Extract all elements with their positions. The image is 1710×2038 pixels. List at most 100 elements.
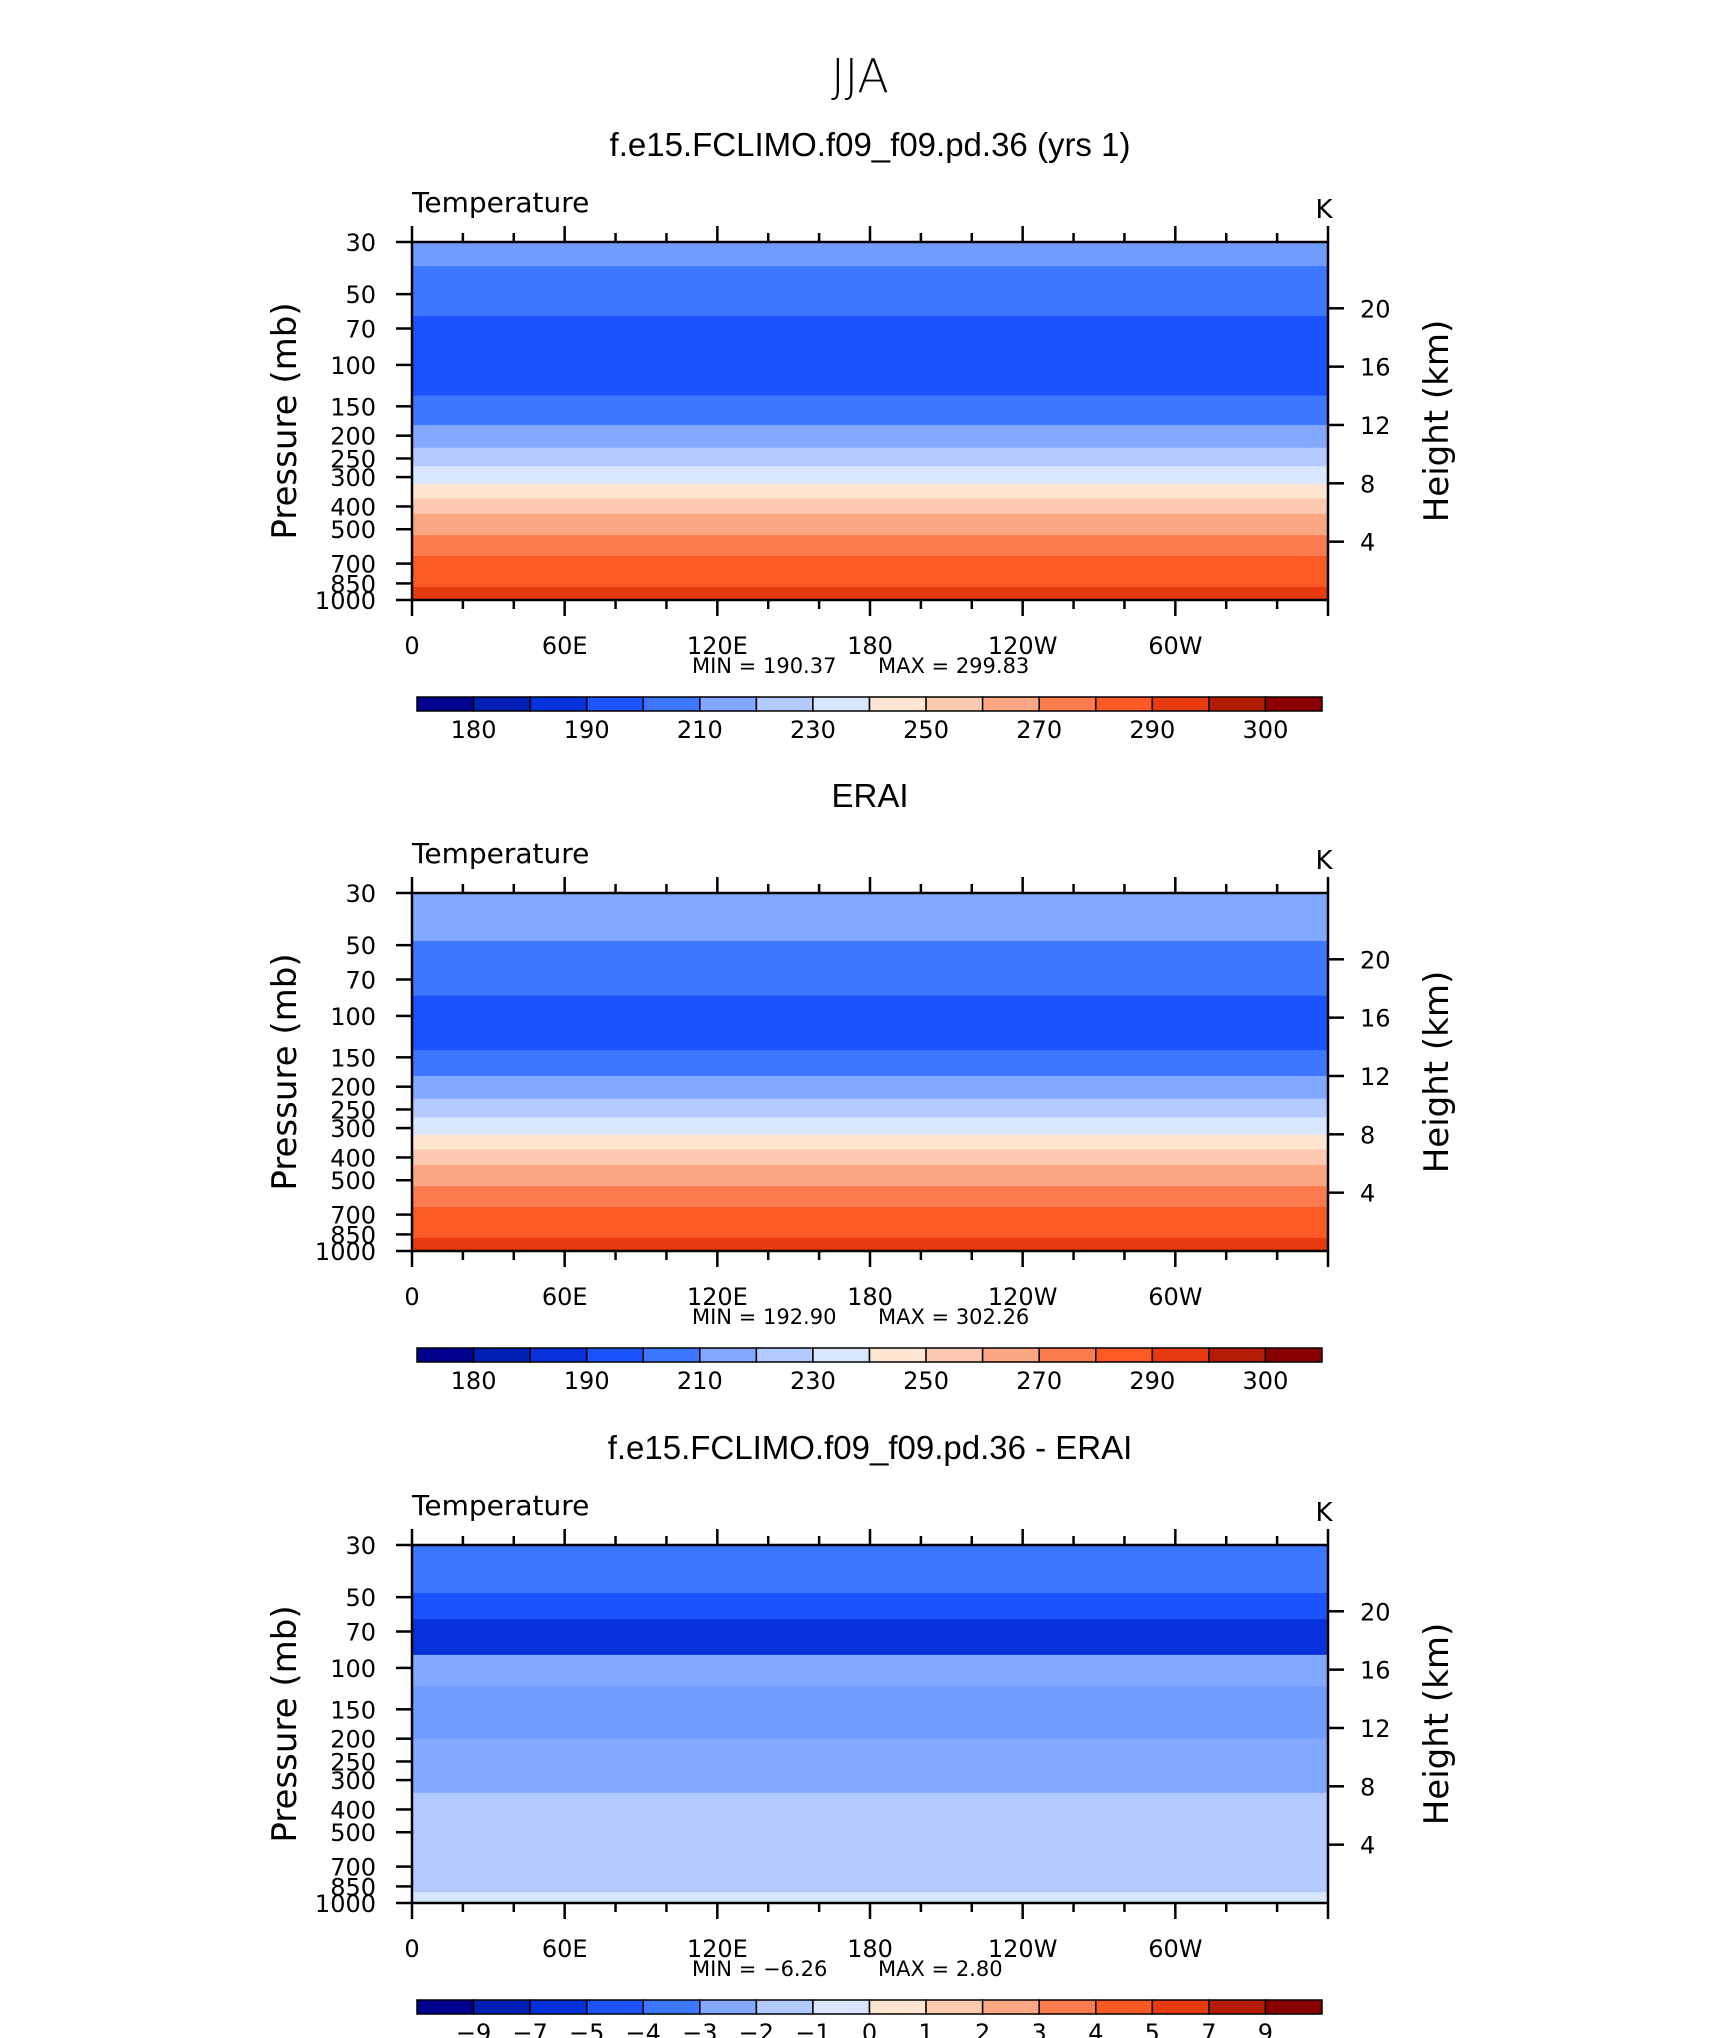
colorbar-box	[585, 1999, 644, 2015]
x-tick-label: 120W	[988, 1283, 1058, 1311]
colorbar-label: 290	[1129, 1367, 1175, 1395]
contour-bands	[412, 893, 1328, 1252]
colorbar-box	[1095, 1347, 1154, 1363]
y-tick-label-left: 400	[330, 1796, 376, 1824]
y-tick-label-right: 8	[1360, 470, 1375, 498]
colorbar-box	[416, 1999, 475, 2015]
y-tick-label-left: 850	[330, 570, 376, 598]
y-tick-label-left: 50	[345, 1584, 376, 1612]
x-tick-label: 120E	[687, 1283, 748, 1311]
min-label: MIN = 192.90	[692, 1305, 836, 1329]
contour-band	[412, 316, 1328, 397]
y-tick-label-left: 100	[330, 1655, 376, 1683]
y-tick-label-left: 150	[330, 1696, 376, 1724]
contour-band	[412, 424, 1328, 449]
contour-band	[412, 1207, 1328, 1239]
colorbar-label: −2	[739, 2019, 774, 2038]
colorbar-label: 270	[1016, 1367, 1062, 1395]
y-tick-label-left: 700	[330, 551, 376, 579]
colorbar-label: 180	[451, 1367, 497, 1395]
colorbar-label: 1	[918, 2019, 933, 2038]
max-label: MAX = 302.26	[878, 1305, 1029, 1329]
colorbar-label: 0	[862, 2019, 877, 2038]
colorbar-label: 190	[564, 716, 610, 744]
panel-title: f.e15.FCLIMO.f09_f09.pd.36 - ERAI	[608, 1429, 1133, 1466]
y-tick-label-left: 700	[330, 1854, 376, 1882]
contour-band	[412, 586, 1328, 601]
y-tick-label-left: 400	[330, 1144, 376, 1172]
contour-band	[412, 1619, 1328, 1656]
contour-band	[412, 995, 1328, 1051]
colorbar-label: −9	[456, 2019, 491, 2038]
colorbar-box	[642, 1999, 701, 2015]
y-axis-right: 20 16 12 8 4 Height (km)	[1328, 1598, 1457, 1860]
colorbar-label: 230	[790, 716, 836, 744]
y-tick-label-left: 850	[330, 1873, 376, 1901]
contour-band	[412, 447, 1328, 467]
y-tick-label-left: 30	[345, 1532, 376, 1560]
contour-bands	[412, 1545, 1328, 1904]
y-tick-label-right: 16	[1360, 354, 1391, 382]
colorbar-label: 290	[1129, 716, 1175, 744]
contour-band	[412, 513, 1328, 536]
x-tick-label: 60E	[542, 1935, 588, 1963]
colorbar-box	[812, 696, 871, 712]
colorbar-label: 300	[1243, 1367, 1289, 1395]
colorbar-box	[755, 696, 814, 712]
contour-band	[412, 1654, 1328, 1688]
contour-band	[412, 266, 1328, 317]
variable-label: Temperature	[411, 186, 589, 219]
contour-band	[412, 1237, 1328, 1252]
colorbar-box	[1151, 1999, 1210, 2015]
y-tick-label-right: 20	[1360, 946, 1391, 974]
y-tick-label-left: 500	[330, 516, 376, 544]
y-tick-label-right: 12	[1360, 1715, 1391, 1743]
contour-band	[412, 483, 1328, 499]
colorbar-box	[585, 1347, 644, 1363]
x-tick-label: 60W	[1148, 1283, 1202, 1311]
colorbar-box	[1038, 696, 1097, 712]
colorbar-box	[1264, 696, 1323, 712]
y-axis-label-right: Height (km)	[1417, 971, 1457, 1174]
y-tick-label-left: 1000	[315, 1238, 376, 1266]
colorbar-box	[1208, 1347, 1267, 1363]
x-tick-label: 180	[847, 1283, 893, 1311]
x-tick-label: 120W	[988, 632, 1058, 660]
y-tick-label-left: 70	[345, 316, 376, 344]
variable-label: Temperature	[411, 1489, 589, 1522]
contour-band	[412, 1792, 1328, 1845]
contour-band	[412, 1134, 1328, 1150]
min-label: MIN = −6.26	[692, 1957, 827, 1981]
units-label: K	[1315, 195, 1333, 225]
x-tick-label: 60E	[542, 1283, 588, 1311]
colorbar: 180 190 210 230 250 270 290 300	[416, 696, 1323, 744]
colorbar-label: 5	[1145, 2019, 1160, 2038]
x-tick-label: 0	[404, 1935, 419, 1963]
y-tick-label-right: 8	[1360, 1121, 1375, 1149]
colorbar-label: 9	[1258, 2019, 1273, 2038]
y-tick-label-right: 12	[1360, 412, 1391, 440]
contour-band	[412, 466, 1328, 485]
colorbar-label: −1	[795, 2019, 830, 2038]
colorbar-box	[1095, 1999, 1154, 2015]
y-tick-label-left: 200	[330, 1726, 376, 1754]
colorbar-label: 270	[1016, 716, 1062, 744]
colorbar-box	[699, 696, 758, 712]
contour-bands	[412, 242, 1328, 601]
colorbar-box	[416, 696, 475, 712]
y-tick-label-right: 4	[1360, 1832, 1375, 1860]
contour-band	[412, 1149, 1328, 1166]
contour-band	[412, 1686, 1328, 1740]
colorbar-box	[529, 696, 588, 712]
y-tick-label-left: 150	[330, 1044, 376, 1072]
variable-label: Temperature	[411, 837, 589, 870]
colorbar-box	[925, 696, 984, 712]
y-tick-label-left: 400	[330, 493, 376, 521]
colorbar-label: 210	[677, 1367, 723, 1395]
y-tick-label-left: 30	[345, 880, 376, 908]
x-tick-label: 120E	[687, 632, 748, 660]
y-tick-label-left: 50	[345, 281, 376, 309]
y-tick-label-right: 4	[1360, 1180, 1375, 1208]
